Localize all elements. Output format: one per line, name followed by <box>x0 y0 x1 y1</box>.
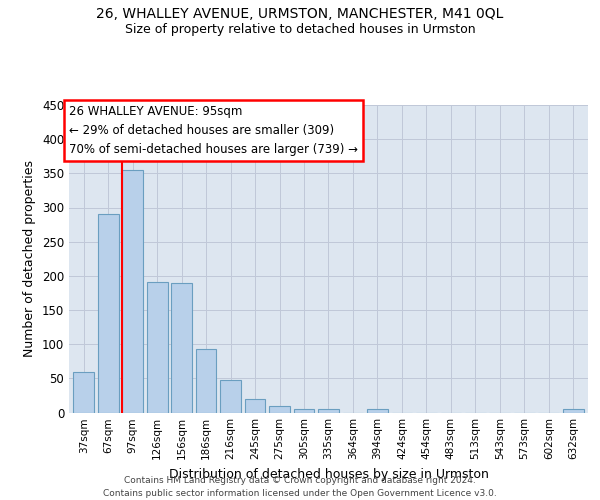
Bar <box>171 282 192 412</box>
Bar <box>563 409 584 412</box>
Text: 26 WHALLEY AVENUE: 95sqm
← 29% of detached houses are smaller (309)
70% of semi-: 26 WHALLEY AVENUE: 95sqm ← 29% of detach… <box>69 105 358 156</box>
Bar <box>318 409 339 412</box>
Y-axis label: Number of detached properties: Number of detached properties <box>23 160 37 357</box>
Bar <box>367 409 388 412</box>
Bar <box>147 282 167 412</box>
Bar <box>269 406 290 412</box>
Text: 26, WHALLEY AVENUE, URMSTON, MANCHESTER, M41 0QL: 26, WHALLEY AVENUE, URMSTON, MANCHESTER,… <box>97 8 503 22</box>
Bar <box>98 214 119 412</box>
Bar <box>293 409 314 412</box>
Bar <box>73 372 94 412</box>
Text: Size of property relative to detached houses in Urmston: Size of property relative to detached ho… <box>125 22 475 36</box>
Bar <box>122 170 143 412</box>
Bar <box>245 399 265 412</box>
Bar <box>196 349 217 412</box>
Bar <box>220 380 241 412</box>
Text: Contains HM Land Registry data © Crown copyright and database right 2024.
Contai: Contains HM Land Registry data © Crown c… <box>103 476 497 498</box>
X-axis label: Distribution of detached houses by size in Urmston: Distribution of detached houses by size … <box>169 468 488 481</box>
